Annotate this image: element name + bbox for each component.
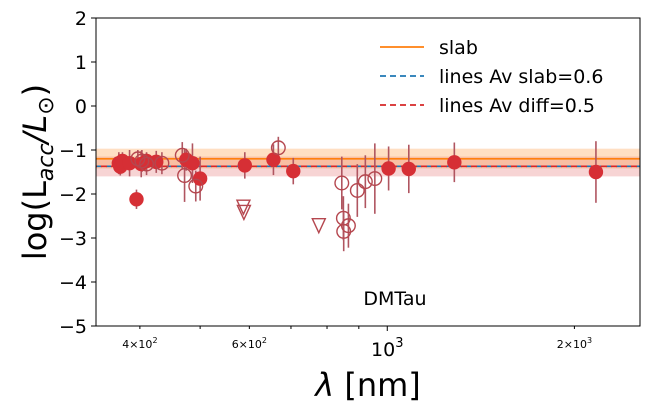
y-tick-label: −5 [59,316,87,338]
upper-limit-marker [235,199,252,216]
annotation-label: DMTau [363,288,426,310]
y-axis-ticks: 2 1 0 −1 −2 −3 −4 −5 [59,8,96,338]
open-marker [134,153,150,169]
open-marker [367,171,383,187]
filled-marker [266,152,281,167]
x-tick-label: 4×102 [122,336,157,351]
open-marker [340,218,356,234]
filled-marker [185,156,200,171]
filled-marker [588,164,604,180]
open-marker [154,155,170,171]
y-tick-label: −3 [59,228,87,250]
filled-marker [381,161,396,176]
filled-marker [129,192,144,207]
open-marker [177,168,193,184]
filled-marker [286,163,301,179]
y-tick-label: 2 [75,8,87,30]
y-tick-label: −1 [59,140,87,162]
x-axis-label: λ [nm] [313,366,421,404]
legend-label: lines Av slab=0.6 [439,66,603,88]
open-marker [349,182,365,198]
y-tick-label: −4 [59,272,87,294]
open-marker [334,175,350,191]
filled-marker [447,155,462,170]
legend-label: slab [439,37,478,59]
open-marker [270,140,286,156]
y-tick-label: 0 [75,96,87,118]
open-marker [336,223,352,239]
open-marker [357,174,373,190]
data-markers [111,140,604,239]
open-marker [188,178,204,194]
filled-marker [192,171,208,186]
x-tick-label: 2×103 [557,336,592,351]
x-tick-label: 103 [371,336,403,361]
x-tick-label: 6×102 [232,336,267,351]
reference-bands [96,148,640,177]
filled-marker [237,158,253,173]
plot-frame [95,17,641,327]
upper-limit-marker [236,204,252,222]
y-axis-label: log(Lacc/L⊙) [16,84,59,260]
open-marker [174,147,190,163]
open-marker [139,156,155,172]
upper-limit-marker [311,217,327,235]
y-tick-label: 1 [75,52,87,74]
y-tick-label: −2 [59,184,87,206]
legend: slab lines Av slab=0.6 lines Av diff=0.5 [380,37,603,117]
x-axis-ticks: 4×102 6×102 103 2×103 [122,326,592,361]
legend-label: lines Av diff=0.5 [439,95,595,117]
filled-marker [401,161,416,177]
filled-marker [122,156,137,171]
